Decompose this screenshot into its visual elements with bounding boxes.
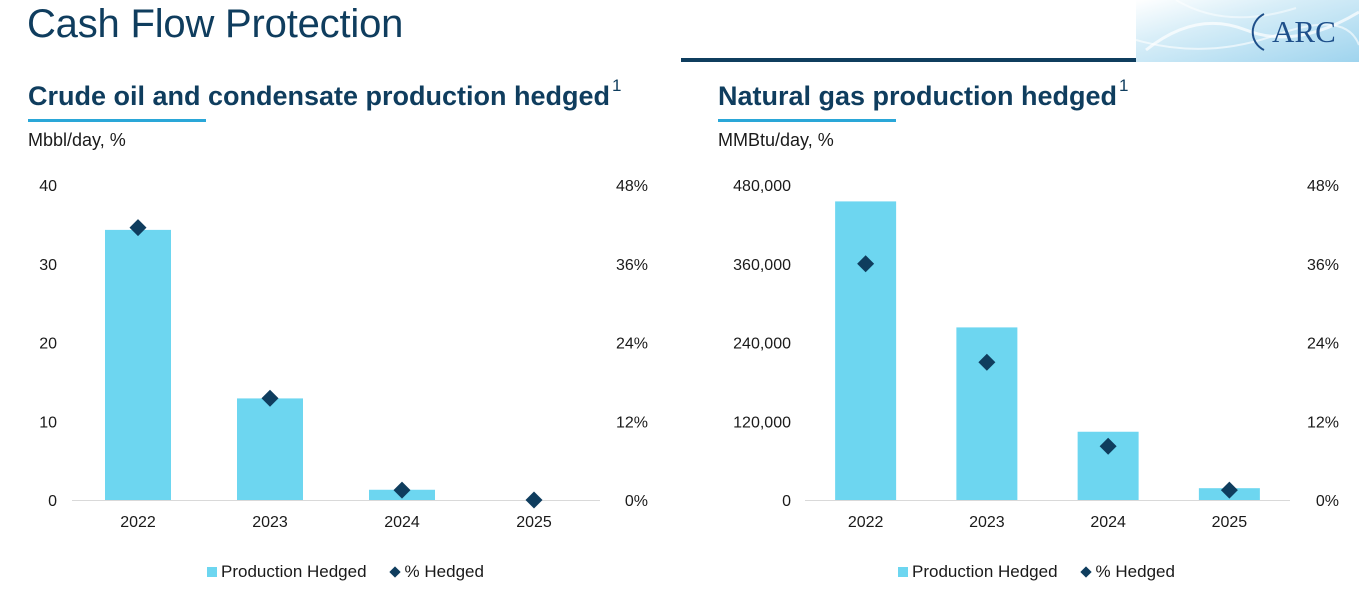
- legend-diamond-swatch: [1079, 566, 1092, 578]
- marker-percent-hedged: [857, 255, 875, 273]
- x-tick-label: 2024: [1090, 514, 1126, 531]
- page-title: Cash Flow Protection: [27, 2, 404, 46]
- y-tick-label: 0: [48, 493, 57, 510]
- title-divider: [681, 58, 1141, 62]
- y-tick-label: 0: [782, 493, 791, 510]
- chart-1-legend: Production Hedged % Hedged: [207, 562, 484, 582]
- y-tick-label: 40: [39, 178, 57, 195]
- y-tick-label: 360,000: [733, 257, 791, 274]
- y2-tick-label: 12%: [1307, 414, 1339, 431]
- chart-2-title: Natural gas production hedged 1: [718, 76, 1129, 111]
- marker-percent-hedged: [1220, 481, 1238, 499]
- x-tick-label: 2025: [1212, 514, 1248, 531]
- marker-percent-hedged: [261, 389, 279, 407]
- marker-percent-hedged: [1099, 437, 1117, 455]
- x-tick-label: 2023: [969, 514, 1005, 531]
- y-tick-label: 20: [39, 336, 57, 353]
- y2-tick-label: 36%: [616, 257, 648, 274]
- bar-production-hedged: [237, 398, 303, 500]
- legend-label-production: Production Hedged: [221, 562, 367, 581]
- y2-tick-label: 12%: [616, 414, 648, 431]
- chart-2-legend: Production Hedged % Hedged: [898, 562, 1175, 582]
- bar-production-hedged: [105, 229, 171, 500]
- y2-tick-label: 0%: [1316, 493, 1339, 510]
- x-tick-label: 2025: [516, 514, 552, 531]
- marker-percent-hedged: [129, 219, 147, 237]
- bar-production-hedged: [835, 201, 897, 500]
- bar-production-hedged: [956, 327, 1018, 500]
- y2-tick-label: 24%: [1307, 336, 1339, 353]
- x-tick-label: 2023: [252, 514, 288, 531]
- chart-1-units-label: Mbbl/day, %: [28, 130, 126, 150]
- chart-2-title-underline: [718, 119, 896, 122]
- x-tick-label: 2022: [120, 514, 156, 531]
- y-tick-label: 240,000: [733, 336, 791, 353]
- y2-tick-label: 48%: [1307, 178, 1339, 195]
- y-tick-label: 120,000: [733, 414, 791, 431]
- y2-tick-label: 24%: [616, 336, 648, 353]
- legend-label-production: Production Hedged: [912, 562, 1058, 581]
- marker-percent-hedged: [393, 481, 411, 499]
- marker-percent-hedged: [978, 353, 996, 371]
- chart-1-title: Crude oil and condensate production hedg…: [28, 76, 622, 111]
- y-tick-label: 10: [39, 414, 57, 431]
- y2-tick-label: 0%: [625, 493, 648, 510]
- legend-bar-swatch: [207, 567, 217, 577]
- y-tick-label: 30: [39, 257, 57, 274]
- marker-percent-hedged: [525, 491, 543, 509]
- y2-tick-label: 48%: [616, 178, 648, 195]
- legend-label-percent: % Hedged: [1095, 562, 1175, 581]
- x-tick-label: 2024: [384, 514, 420, 531]
- arc-logo: ARC: [1136, 0, 1359, 62]
- legend-bar-swatch: [898, 567, 908, 577]
- logo-text: ARC: [1272, 14, 1336, 49]
- x-tick-label: 2022: [848, 514, 884, 531]
- chart-2-units-label: MMBtu/day, %: [718, 130, 834, 150]
- legend-label-percent: % Hedged: [404, 562, 484, 581]
- y-tick-label: 480,000: [733, 178, 791, 195]
- y2-tick-label: 36%: [1307, 257, 1339, 274]
- chart-1-title-underline: [28, 119, 206, 122]
